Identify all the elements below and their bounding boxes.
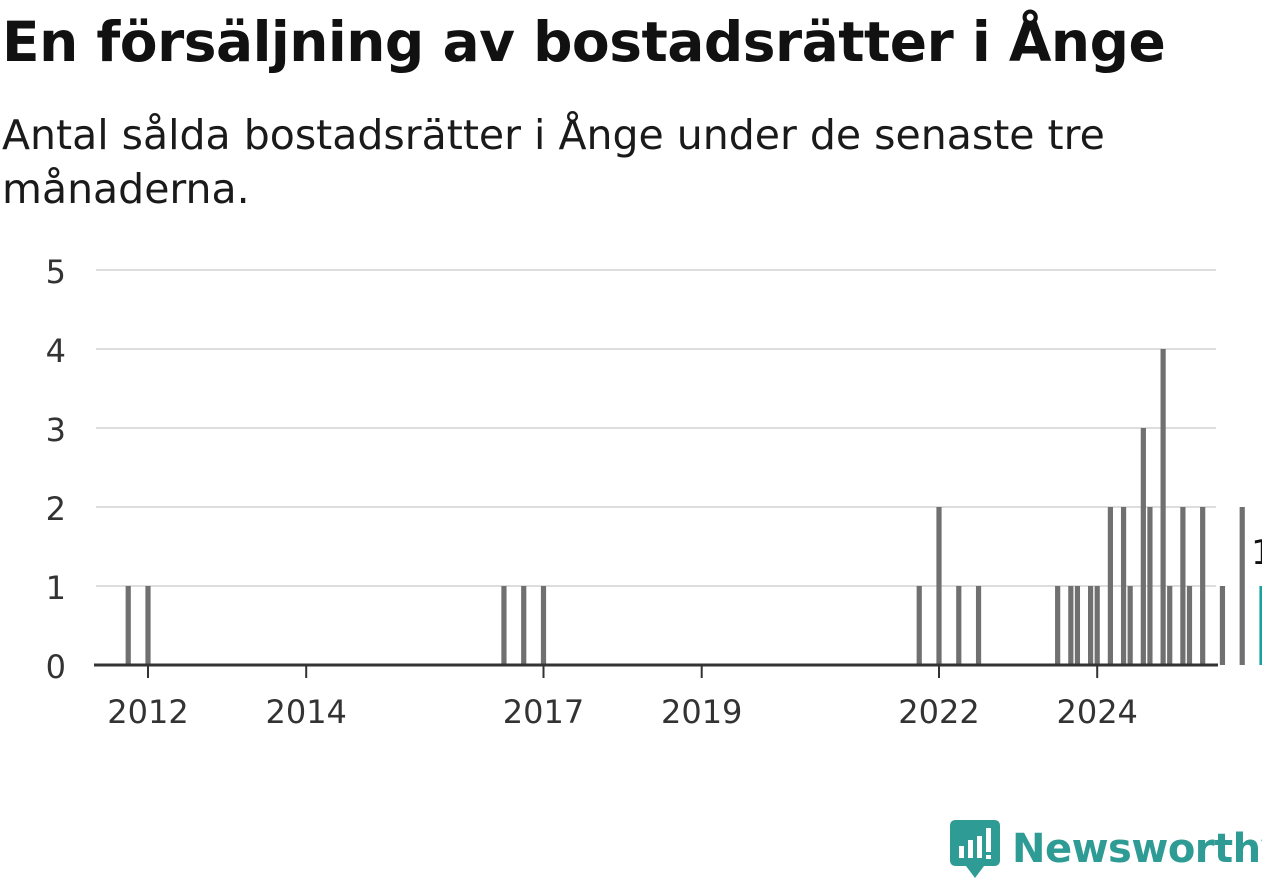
x-tick-label: 2014: [265, 693, 346, 731]
y-tick-label: 4: [46, 332, 66, 370]
bar: [540, 586, 547, 665]
y-tick-label: 2: [46, 490, 66, 528]
bar: [1120, 507, 1127, 665]
bar: [1055, 586, 1061, 665]
brand-name: Newsworthy: [1012, 826, 1262, 872]
bar: [521, 586, 527, 665]
bar: [1068, 586, 1074, 665]
y-tick-label: 5: [46, 253, 66, 291]
bar-highlight: [1259, 586, 1262, 665]
bar: [1160, 349, 1166, 665]
bar: [936, 507, 942, 665]
bar: [125, 586, 131, 665]
bar: [1094, 586, 1100, 665]
y-axis-ticks: 0 1 2 3 4 5: [46, 253, 66, 686]
bar: [1074, 586, 1081, 665]
x-tick-label: 2019: [661, 693, 742, 731]
chart-subtitle: Antal sålda bostadsrätter i Ånge under d…: [2, 111, 1105, 213]
x-axis-ticks: 2012 2014 2017 2019 2022 2024: [107, 665, 1138, 731]
bar: [916, 586, 922, 665]
bar: [1127, 586, 1133, 665]
bar: [1088, 586, 1094, 665]
bar: [956, 586, 962, 665]
y-tick-label: 3: [46, 411, 66, 449]
bars: [125, 349, 1262, 665]
data-labels: 1: [1248, 530, 1262, 576]
bar: [1239, 507, 1245, 665]
y-tick-label: 0: [46, 648, 66, 686]
bar: [1180, 507, 1186, 665]
bar: [1147, 507, 1153, 665]
bar: [1140, 428, 1146, 665]
bar: [1107, 507, 1113, 665]
bar: [145, 586, 151, 665]
bar: [975, 586, 982, 665]
grid-lines: [96, 269, 1216, 587]
chart-title: En försäljning av bostadsrätter i Ånge: [2, 10, 1166, 74]
bar: [1167, 586, 1173, 665]
bar: [1219, 586, 1226, 665]
x-tick-label: 2022: [898, 693, 979, 731]
brand-logo: Newsworthy: [950, 820, 1262, 878]
x-tick-label: 2024: [1056, 693, 1137, 731]
newsworthy-logo-icon: [950, 820, 1000, 878]
highlight-value-label: 1: [1251, 533, 1262, 573]
y-tick-label: 1: [46, 569, 66, 607]
bar: [1200, 507, 1206, 665]
bar: [1186, 586, 1193, 665]
x-tick-label: 2012: [107, 693, 188, 731]
x-tick-label: 2017: [503, 693, 584, 731]
bar: [501, 586, 507, 665]
